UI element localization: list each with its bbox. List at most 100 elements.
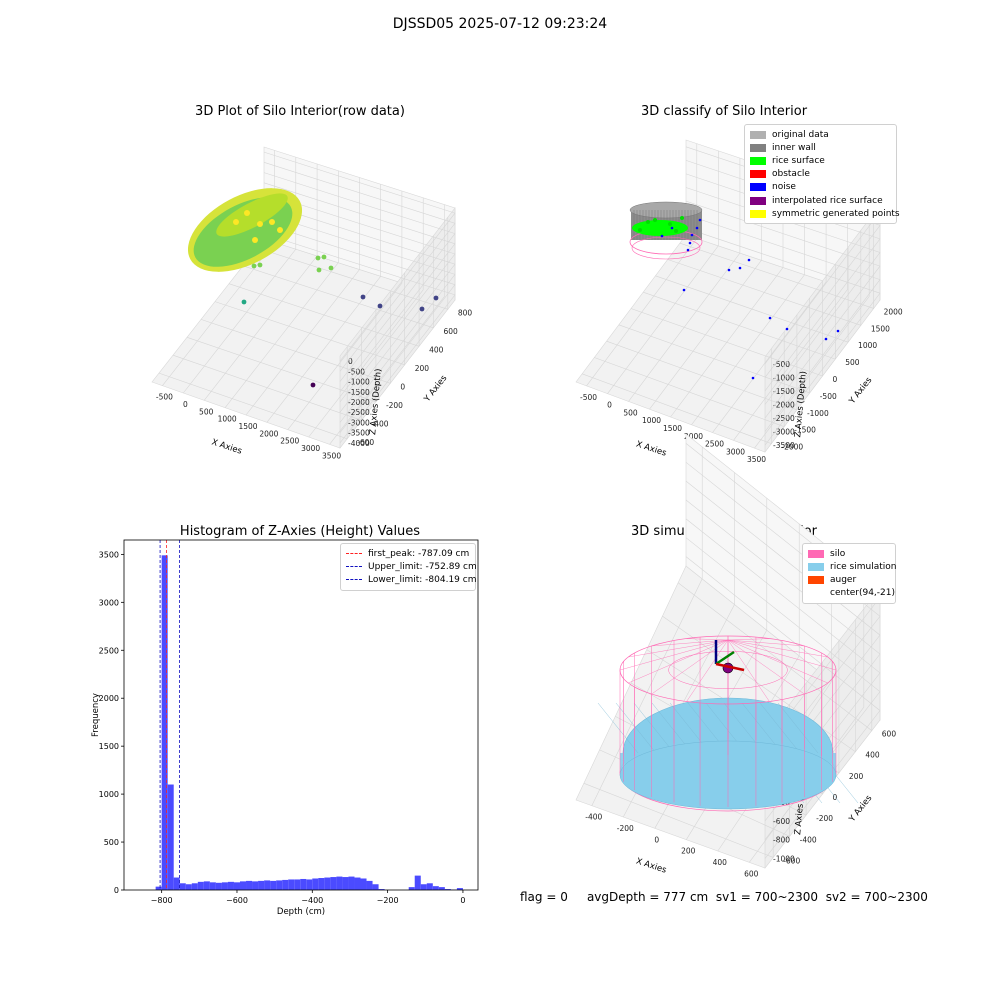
z-tick-label: -2500 — [348, 408, 370, 417]
grid-line-z — [685, 227, 881, 446]
z-tick-label: -3500 — [348, 429, 370, 438]
silo-roof-wire — [727, 638, 770, 641]
rice-surface-point — [638, 228, 642, 232]
legend-item-first-peak: first_peak: -787.09 cm — [346, 547, 470, 560]
x-tick-label: −200 — [377, 896, 399, 905]
y-tick-label: -600 — [783, 856, 800, 865]
histogram-bar — [221, 882, 228, 890]
legend-label: auger — [830, 574, 857, 585]
grid-line-z — [263, 223, 456, 433]
noise-point — [670, 226, 674, 230]
flag-text: flag = 0 — [520, 890, 568, 904]
x-tick-label: −600 — [226, 896, 248, 905]
status-footer: flag = 0 avgDepth = 777 cm sv1 = 700~230… — [520, 890, 928, 904]
y-tick-label: 400 — [429, 345, 444, 354]
raw-data-point — [241, 299, 247, 305]
histogram-bar — [420, 884, 427, 890]
grid-line-x — [628, 158, 741, 402]
histogram-bar — [252, 881, 259, 890]
legend-swatch — [750, 130, 766, 139]
legend-swatch — [750, 156, 766, 165]
noise-point — [688, 241, 692, 245]
legend-item-interpolated: interpolated rice surface — [750, 194, 891, 207]
legend-item-rice-surface: rice surface — [750, 154, 891, 167]
z-tick-label: -2000 — [773, 401, 795, 410]
y-tick-label: 1000 — [99, 790, 119, 799]
y-axis-label: Y Axies — [847, 375, 875, 407]
legend-item-noise: noise — [750, 181, 891, 194]
grid-line-z — [263, 151, 456, 362]
plot3-legend: first_peak: -787.09 cm Upper_limit: -752… — [340, 543, 477, 591]
histogram-bar — [444, 889, 451, 890]
raw-data-point — [321, 254, 327, 260]
noise-point — [698, 218, 702, 222]
x-tick-label: −400 — [301, 896, 323, 905]
noise-point — [727, 268, 731, 272]
noise-point — [768, 316, 772, 320]
histogram-bar — [173, 877, 180, 890]
silo-roof-wire — [686, 638, 729, 641]
y-tick-label: -400 — [800, 835, 817, 844]
raw-point-yellow — [252, 237, 258, 243]
histogram-bar — [312, 878, 319, 890]
x-tick-label: 600 — [744, 869, 759, 878]
histogram-bar — [246, 880, 253, 890]
histogram-bar — [215, 882, 222, 890]
raw-data-point — [360, 294, 366, 300]
z-tick-label: -500 — [773, 360, 790, 369]
inner-wall-top — [629, 201, 703, 219]
noise-point — [836, 329, 840, 333]
x-tick-label: -500 — [156, 393, 173, 402]
grid-line-y — [618, 297, 811, 394]
y-axis-label: Frequency — [91, 693, 101, 737]
grid-line-x — [754, 201, 870, 449]
raw-data-point — [433, 295, 439, 301]
grid-line-y — [662, 615, 856, 753]
x-axis-label: X Axies — [635, 439, 668, 458]
x-axis-label: X Axies — [210, 437, 243, 456]
y-tick-label: 200 — [415, 364, 430, 373]
y-tick-label: 2000 — [884, 307, 903, 316]
raw-point-yellow — [233, 219, 239, 225]
z-tick-label: -1500 — [773, 387, 795, 396]
plot4-3d-axes: -400-2000200400600-600-400-2000200400600… — [575, 433, 896, 878]
x-tick-label: 500 — [199, 407, 214, 416]
rice-surface-point — [646, 220, 650, 224]
noise-point — [738, 266, 742, 270]
grid-line-y — [655, 247, 849, 343]
grid-line-y — [200, 291, 391, 384]
z-tick-label: 0 — [348, 357, 353, 366]
z-tick-label: -2000 — [348, 398, 370, 407]
y-tick-label: -400 — [372, 419, 389, 428]
grid-line-y — [158, 346, 348, 440]
legend-label: first_peak: -787.09 cm — [368, 548, 470, 559]
legend-label: center(94,-21) — [830, 588, 895, 599]
histogram-bar — [155, 886, 162, 890]
z-tick-label: -1000 — [348, 378, 370, 387]
legend-item-silo: silo — [808, 547, 890, 560]
legend-line — [346, 579, 362, 581]
histogram-bar — [372, 884, 379, 890]
noise-point — [686, 248, 690, 252]
legend-swatch — [750, 170, 766, 179]
legend-label: symmetric generated points — [772, 208, 900, 219]
legend-item-center: center(94,-21) — [808, 587, 895, 600]
legend-label: silo — [830, 548, 846, 559]
legend-item-symmetric: symmetric generated points — [750, 207, 900, 220]
z-tick-label: -500 — [348, 367, 365, 376]
x-tick-label: 2000 — [684, 432, 703, 441]
raw-data-point — [328, 265, 334, 271]
legend-item-rice-simulation: rice simulation — [808, 560, 896, 573]
y-tick-label: 1500 — [871, 324, 890, 333]
histogram-bar — [270, 880, 277, 890]
histogram-bar — [342, 877, 349, 890]
axis-arrow-x — [715, 662, 745, 672]
rice-surface-patch — [632, 220, 688, 236]
histogram-bar — [306, 879, 313, 890]
histogram-bar — [239, 881, 247, 890]
y-tick-label: 500 — [104, 838, 119, 847]
x-tick-label: -400 — [585, 813, 602, 822]
x-tick-label: 2500 — [280, 437, 299, 446]
histogram-bar — [456, 888, 463, 890]
avg-depth-text: avgDepth = 777 cm — [586, 890, 709, 904]
